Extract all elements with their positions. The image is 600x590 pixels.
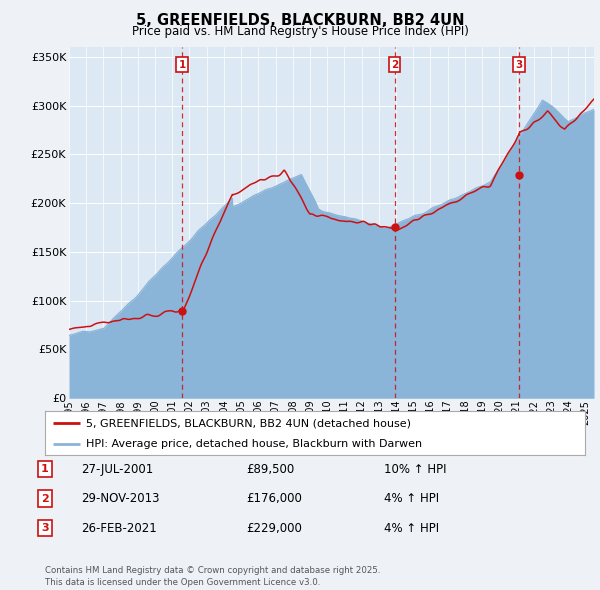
- Text: 27-JUL-2001: 27-JUL-2001: [81, 463, 153, 476]
- Text: £229,000: £229,000: [246, 522, 302, 535]
- Text: Contains HM Land Registry data © Crown copyright and database right 2025.
This d: Contains HM Land Registry data © Crown c…: [45, 566, 380, 587]
- Text: 3: 3: [41, 523, 49, 533]
- Text: 26-FEB-2021: 26-FEB-2021: [81, 522, 157, 535]
- Text: Price paid vs. HM Land Registry's House Price Index (HPI): Price paid vs. HM Land Registry's House …: [131, 25, 469, 38]
- Text: 10% ↑ HPI: 10% ↑ HPI: [384, 463, 446, 476]
- Text: 4% ↑ HPI: 4% ↑ HPI: [384, 492, 439, 505]
- Text: £89,500: £89,500: [246, 463, 294, 476]
- Text: £176,000: £176,000: [246, 492, 302, 505]
- Text: 2: 2: [391, 60, 398, 70]
- Text: 5, GREENFIELDS, BLACKBURN, BB2 4UN: 5, GREENFIELDS, BLACKBURN, BB2 4UN: [136, 13, 464, 28]
- Text: 29-NOV-2013: 29-NOV-2013: [81, 492, 160, 505]
- Text: 4% ↑ HPI: 4% ↑ HPI: [384, 522, 439, 535]
- Text: 3: 3: [516, 60, 523, 70]
- Text: 1: 1: [179, 60, 186, 70]
- Text: 5, GREENFIELDS, BLACKBURN, BB2 4UN (detached house): 5, GREENFIELDS, BLACKBURN, BB2 4UN (deta…: [86, 418, 410, 428]
- Text: HPI: Average price, detached house, Blackburn with Darwen: HPI: Average price, detached house, Blac…: [86, 438, 422, 448]
- Text: 2: 2: [41, 494, 49, 503]
- Text: 1: 1: [41, 464, 49, 474]
